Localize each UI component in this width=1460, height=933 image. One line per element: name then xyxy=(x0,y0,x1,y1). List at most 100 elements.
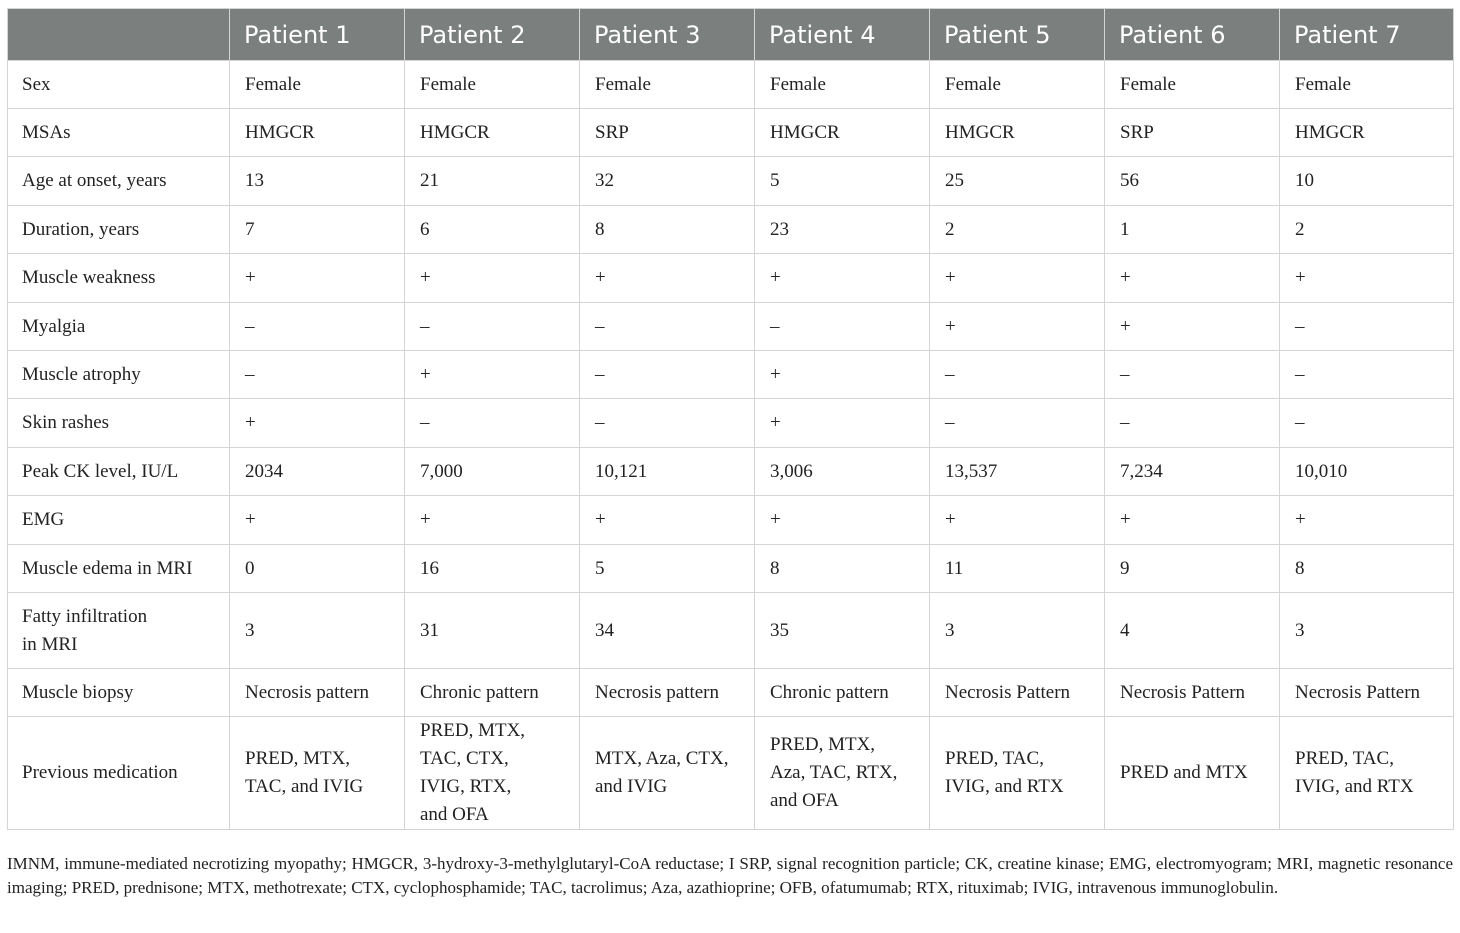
table-cell: 13,537 xyxy=(929,447,1105,496)
table-cell: Female xyxy=(404,60,580,109)
table-cell: 9 xyxy=(1104,544,1280,593)
table-cell: 3 xyxy=(1279,592,1454,669)
table-cell: + xyxy=(229,495,405,545)
patient-characteristics-table: Patient 1 Patient 2 Patient 3 Patient 4 … xyxy=(7,8,1454,830)
table-cell: Female xyxy=(579,60,755,109)
table-cell: 8 xyxy=(579,205,755,254)
table-cell: Necrosis Pattern xyxy=(1104,668,1280,717)
table-cell: PRED, TAC, IVIG, and RTX xyxy=(1279,716,1454,830)
table-cell: 32 xyxy=(579,156,755,206)
table-cell: HMGCR xyxy=(1279,108,1454,157)
table-cell: + xyxy=(1279,253,1454,303)
row-label: Sex xyxy=(7,60,230,109)
table-cell: + xyxy=(754,495,930,545)
table-cell: 13 xyxy=(229,156,405,206)
table-cell: 3,006 xyxy=(754,447,930,496)
table-cell: + xyxy=(929,253,1105,303)
header-row: Patient 1 Patient 2 Patient 3 Patient 4 … xyxy=(7,8,1454,61)
table-cell: SRP xyxy=(579,108,755,157)
table-cell: 5 xyxy=(754,156,930,206)
table-cell: 11 xyxy=(929,544,1105,593)
header-cell-empty xyxy=(7,8,230,61)
table-cell: PRED, TAC, IVIG, and RTX xyxy=(929,716,1105,830)
table-cell: 21 xyxy=(404,156,580,206)
table-cell: 8 xyxy=(754,544,930,593)
table-cell: – xyxy=(1279,398,1454,448)
table-cell: Necrosis pattern xyxy=(229,668,405,717)
table-cell: HMGCR xyxy=(229,108,405,157)
table-row: Muscle edema in MRI 0 16 5 8 11 9 8 xyxy=(7,544,1454,593)
header-cell-patient-2: Patient 2 xyxy=(404,8,580,61)
table-row: Previous medication PRED, MTX, TAC, and IV… xyxy=(7,716,1454,830)
table-cell: 10,010 xyxy=(1279,447,1454,496)
table-cell: 4 xyxy=(1104,592,1280,669)
table-cell: Female xyxy=(229,60,405,109)
table-row: Sex Female Female Female Female Female Female F… xyxy=(7,60,1454,109)
table-cell: MTX, Aza, CTX, and IVIG xyxy=(579,716,755,830)
row-label: Muscle atrophy xyxy=(7,350,230,399)
table-cell: 56 xyxy=(1104,156,1280,206)
table-cell: – xyxy=(229,302,405,351)
table-row: EMG + + + + + + + xyxy=(7,495,1454,545)
table-cell: 3 xyxy=(929,592,1105,669)
table-cell: 34 xyxy=(579,592,755,669)
table-cell: + xyxy=(1279,495,1454,545)
table-row: Peak CK level, IU/L 2034 7,000 10,121 3,006 1… xyxy=(7,447,1454,496)
table-cell: HMGCR xyxy=(929,108,1105,157)
table-cell: Necrosis Pattern xyxy=(929,668,1105,717)
header-cell-patient-6: Patient 6 xyxy=(1104,8,1280,61)
table-cell: PRED, MTX, TAC, and IVIG xyxy=(229,716,405,830)
table-cell: + xyxy=(754,350,930,399)
table-cell: PRED, MTX, TAC, CTX, IVIG, RTX, and OFA xyxy=(404,716,580,830)
row-label: Previous medication xyxy=(7,716,230,830)
table-cell: – xyxy=(1104,350,1280,399)
table-container: Patient 1 Patient 2 Patient 3 Patient 4 … xyxy=(7,8,1454,830)
table-cell: 5 xyxy=(579,544,755,593)
table-cell: + xyxy=(929,302,1105,351)
row-label: Myalgia xyxy=(7,302,230,351)
table-cell: – xyxy=(929,398,1105,448)
header-cell-patient-7: Patient 7 xyxy=(1279,8,1454,61)
table-cell: + xyxy=(579,253,755,303)
header-cell-patient-5: Patient 5 xyxy=(929,8,1105,61)
table-cell: HMGCR xyxy=(754,108,930,157)
table-cell: SRP xyxy=(1104,108,1280,157)
table-cell: + xyxy=(229,253,405,303)
table-cell: + xyxy=(404,350,580,399)
row-label: Muscle biopsy xyxy=(7,668,230,717)
table-cell: 7,234 xyxy=(1104,447,1280,496)
table-cell: 7,000 xyxy=(404,447,580,496)
table-cell: – xyxy=(1279,302,1454,351)
table-cell: 2 xyxy=(1279,205,1454,254)
table-cell: – xyxy=(404,302,580,351)
table-cell: + xyxy=(404,253,580,303)
row-label: Muscle edema in MRI xyxy=(7,544,230,593)
table-cell: 35 xyxy=(754,592,930,669)
table-body: Sex Female Female Female Female Female Female F… xyxy=(7,60,1454,830)
table-cell: 16 xyxy=(404,544,580,593)
header-cell-patient-3: Patient 3 xyxy=(579,8,755,61)
table-row: Duration, years 7 6 8 23 2 1 2 xyxy=(7,205,1454,254)
row-label: Muscle weakness xyxy=(7,253,230,303)
table-cell: 10,121 xyxy=(579,447,755,496)
table-row: Age at onset, years 13 21 32 5 25 56 10 xyxy=(7,156,1454,206)
row-label: Fatty infiltration in MRI xyxy=(7,592,230,669)
table-cell: 3 xyxy=(229,592,405,669)
table-cell: – xyxy=(1279,350,1454,399)
table-cell: Female xyxy=(754,60,930,109)
table-row: Skin rashes + – – + – – – xyxy=(7,398,1454,448)
row-label: Skin rashes xyxy=(7,398,230,448)
table-cell: – xyxy=(929,350,1105,399)
table-row: Muscle biopsy Necrosis pattern Chronic pat… xyxy=(7,668,1454,717)
table-cell: Female xyxy=(1104,60,1280,109)
table-cell: Necrosis Pattern xyxy=(1279,668,1454,717)
table-cell: – xyxy=(404,398,580,448)
table-row: MSAs HMGCR HMGCR SRP HMGCR HMGCR SRP HMGCR xyxy=(7,108,1454,157)
table-cell: Female xyxy=(1279,60,1454,109)
table-cell: 8 xyxy=(1279,544,1454,593)
table-cell: 2 xyxy=(929,205,1105,254)
table-cell: Chronic pattern xyxy=(404,668,580,717)
table-cell: – xyxy=(229,350,405,399)
table-cell: + xyxy=(404,495,580,545)
table-cell: + xyxy=(754,398,930,448)
